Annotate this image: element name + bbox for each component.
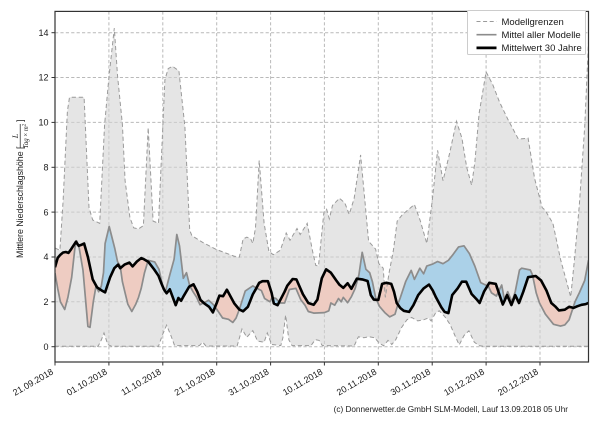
svg-text:4: 4 — [43, 252, 48, 262]
svg-text:Tag × m2: Tag × m2 — [22, 123, 29, 148]
svg-text:L: L — [11, 133, 20, 139]
svg-text:6: 6 — [43, 207, 48, 217]
svg-text:2: 2 — [43, 297, 48, 307]
svg-text:Mittelwert 30 Jahre: Mittelwert 30 Jahre — [502, 43, 582, 54]
svg-text:0: 0 — [43, 342, 48, 352]
svg-text:Mittel aller Modelle: Mittel aller Modelle — [502, 30, 581, 41]
svg-text:10: 10 — [38, 118, 48, 128]
svg-text:Modellgrenzen: Modellgrenzen — [502, 17, 564, 28]
svg-text:14: 14 — [38, 28, 48, 38]
svg-text:12: 12 — [38, 73, 48, 83]
svg-text:]: ] — [15, 120, 25, 122]
svg-text:(c) Donnerwetter.de GmbH SLM-M: (c) Donnerwetter.de GmbH SLM-Modell, Lau… — [334, 405, 569, 414]
svg-text:8: 8 — [43, 163, 48, 173]
svg-text:Mittlere Niederschlagshöhe [: Mittlere Niederschlagshöhe [ — [15, 146, 25, 258]
